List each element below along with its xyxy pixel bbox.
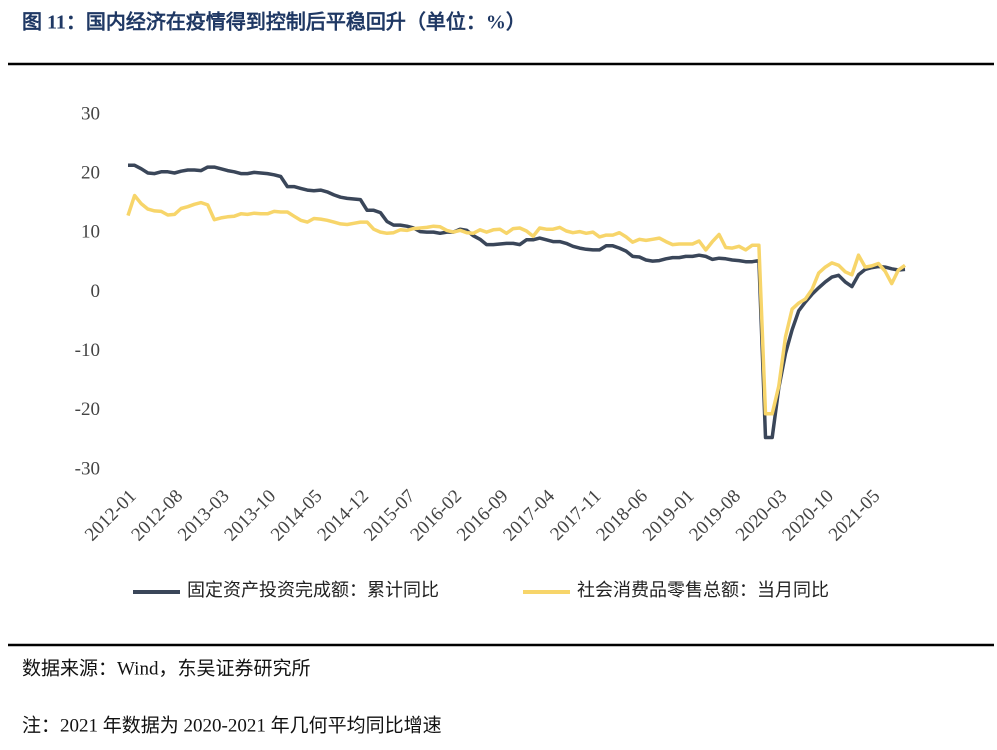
y-tick-label: 0: [91, 281, 101, 302]
x-tick-label: 2012-08: [127, 486, 187, 546]
x-tick-label: 2012-01: [81, 486, 141, 546]
series-line: [128, 163, 906, 440]
x-tick-label: 2014-12: [313, 486, 373, 546]
x-tick-label: 2014-05: [267, 486, 327, 546]
x-tick-label: 2013-10: [220, 486, 280, 546]
x-tick-label: 2016-02: [406, 486, 466, 546]
x-tick-label: 2015-07: [360, 486, 420, 546]
x-tick-label: 2021-05: [825, 486, 885, 546]
y-tick-label: -30: [75, 458, 100, 479]
legend-label: 社会消费品零售总额：当月同比: [577, 580, 829, 600]
x-tick-label: 2013-03: [174, 486, 234, 546]
x-tick-label: 2017-04: [499, 485, 559, 545]
source: 数据来源：Wind，东吴证券研究所: [22, 657, 310, 679]
note: 注：2021 年数据为 2020-2021 年几何平均同比增速: [22, 714, 442, 736]
x-tick-label: 2016-09: [453, 486, 513, 546]
y-tick-label: 10: [81, 222, 100, 243]
x-tick-label: 2020-10: [778, 486, 838, 546]
y-tick-label: -20: [75, 399, 100, 420]
x-tick-label: 2019-08: [685, 486, 745, 546]
y-tick-label: 20: [81, 163, 100, 184]
y-tick-label: 30: [81, 103, 100, 124]
y-tick-label: -10: [75, 340, 100, 361]
legend-label: 固定资产投资完成额：累计同比: [187, 580, 439, 600]
x-tick-label: 2020-03: [732, 486, 792, 546]
series-line: [126, 193, 907, 416]
x-tick-label: 2018-06: [592, 486, 652, 546]
x-tick-label: 2019-01: [639, 486, 699, 546]
chart-title: 图 11：国内经济在疫情得到控制后平稳回升（单位：%）: [22, 10, 526, 34]
